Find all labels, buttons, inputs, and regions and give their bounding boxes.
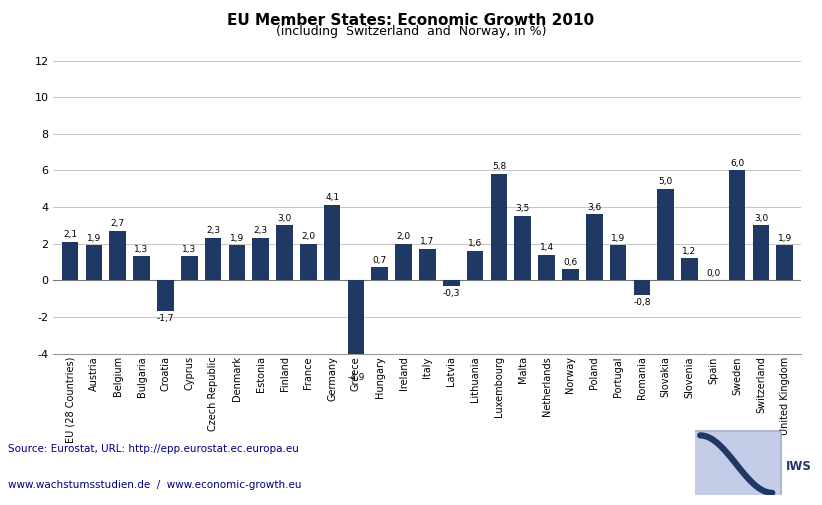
Bar <box>229 245 245 280</box>
Text: -0,3: -0,3 <box>442 288 460 297</box>
Text: (including  Switzerland  and  Norway, in %): (including Switzerland and Norway, in %) <box>275 25 547 38</box>
Text: 5,8: 5,8 <box>492 162 506 171</box>
Text: 2,7: 2,7 <box>111 219 125 228</box>
Bar <box>586 215 603 280</box>
Bar <box>276 225 293 280</box>
Bar <box>252 238 269 280</box>
Text: 2,3: 2,3 <box>206 226 220 235</box>
Text: 1,2: 1,2 <box>682 246 696 256</box>
Bar <box>491 174 507 280</box>
Bar <box>205 238 221 280</box>
Text: 2,1: 2,1 <box>63 230 77 239</box>
Text: 3,6: 3,6 <box>587 203 602 212</box>
Text: 0,0: 0,0 <box>706 269 720 278</box>
Bar <box>562 269 579 280</box>
Bar <box>348 280 364 370</box>
Text: 1,3: 1,3 <box>182 245 196 254</box>
Bar <box>443 280 459 286</box>
Bar <box>467 251 483 280</box>
Bar <box>300 244 316 280</box>
Bar <box>372 268 388 280</box>
Bar <box>395 244 412 280</box>
Bar <box>85 245 102 280</box>
Text: 3,0: 3,0 <box>754 214 768 223</box>
Bar <box>753 225 769 280</box>
Text: 0,7: 0,7 <box>372 256 387 265</box>
Bar <box>62 242 78 280</box>
Text: 2,0: 2,0 <box>302 232 316 241</box>
Bar <box>729 171 746 280</box>
Bar <box>133 257 150 280</box>
Bar <box>610 245 626 280</box>
Bar <box>777 245 793 280</box>
Text: 1,6: 1,6 <box>468 239 483 248</box>
Text: 0,6: 0,6 <box>563 258 578 267</box>
Text: EU Member States: Economic Growth 2010: EU Member States: Economic Growth 2010 <box>228 13 594 28</box>
Bar <box>324 205 340 280</box>
FancyBboxPatch shape <box>691 431 781 497</box>
Text: 1,9: 1,9 <box>611 234 626 243</box>
Text: 3,5: 3,5 <box>515 205 530 214</box>
Bar <box>515 216 531 280</box>
Text: IWS: IWS <box>786 460 811 473</box>
Text: Source: Eurostat, URL: http://epp.eurostat.ec.europa.eu: Source: Eurostat, URL: http://epp.eurost… <box>8 444 299 454</box>
Bar <box>634 280 650 295</box>
Text: 1,3: 1,3 <box>135 245 149 254</box>
Text: 2,0: 2,0 <box>396 232 411 241</box>
Text: 3,0: 3,0 <box>277 214 292 223</box>
Bar <box>538 255 555 280</box>
Text: 4,1: 4,1 <box>325 193 339 203</box>
Text: www.wachstumsstudien.de  /  www.economic-growth.eu: www.wachstumsstudien.de / www.economic-g… <box>8 480 302 490</box>
Text: 2,3: 2,3 <box>254 226 268 235</box>
Text: 1,4: 1,4 <box>539 243 553 252</box>
Bar <box>658 189 674 280</box>
Text: -4,9: -4,9 <box>347 373 365 382</box>
Bar <box>419 249 436 280</box>
Bar <box>681 259 698 280</box>
Text: 5,0: 5,0 <box>658 177 672 186</box>
Text: -0,8: -0,8 <box>633 297 650 307</box>
Text: 1,7: 1,7 <box>420 237 435 246</box>
Text: 1,9: 1,9 <box>778 234 792 243</box>
Text: 1,9: 1,9 <box>229 234 244 243</box>
Text: 1,9: 1,9 <box>87 234 101 243</box>
Bar <box>109 231 126 280</box>
Bar <box>181 257 197 280</box>
Text: 6,0: 6,0 <box>730 159 744 168</box>
Bar <box>157 280 173 312</box>
Text: -1,7: -1,7 <box>157 314 174 323</box>
